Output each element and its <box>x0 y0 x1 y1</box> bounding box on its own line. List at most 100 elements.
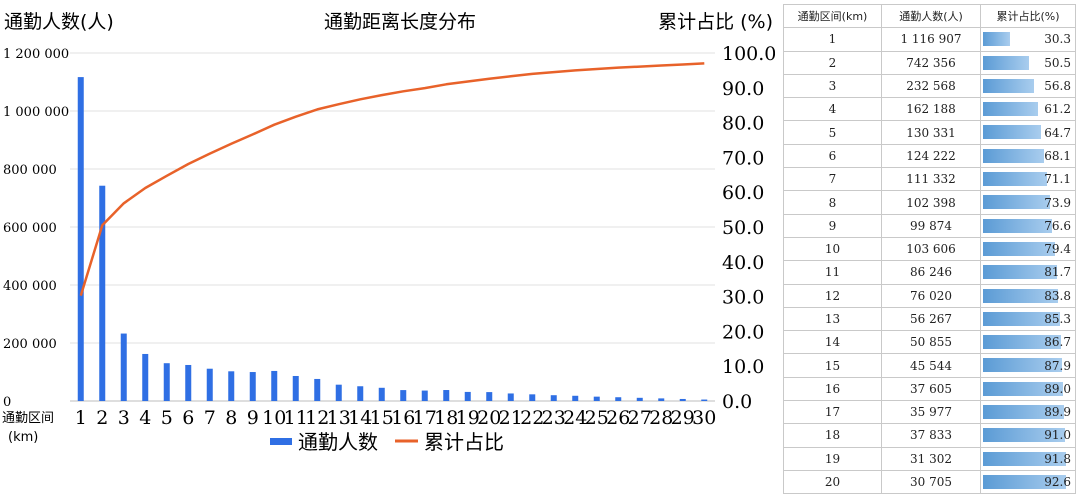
x-tick-label: 1 <box>75 407 87 429</box>
bar-8 <box>228 371 235 401</box>
bar-15 <box>378 387 385 401</box>
x-tick-label: 16 <box>391 407 415 429</box>
cumulative-value: 79.4 <box>1044 242 1071 257</box>
right-tick-label: 20.0 <box>722 321 764 343</box>
bar-5 <box>163 363 170 401</box>
x-tick-label: 27 <box>628 407 652 429</box>
bar-23 <box>550 395 557 401</box>
cell-km: 3 <box>783 73 882 99</box>
bar-18 <box>443 390 450 401</box>
bar-27 <box>636 397 643 401</box>
left-tick-label: 1 000 000 <box>3 105 69 120</box>
right-axis-title: 累计占比 (%) <box>658 11 773 33</box>
x-tick-label: 5 <box>161 407 173 429</box>
cumulative-value: 61.2 <box>1044 102 1071 117</box>
cell-count: 35 977 <box>881 400 981 425</box>
bar-16 <box>400 390 407 401</box>
table-row: 14 50 855 86.7 <box>783 330 1076 355</box>
commute-distance-chart: 通勤人数(人) 通勤距离长度分布 累计占比 (%) 0 200 000 400 00… <box>2 11 775 454</box>
cumulative-value: 64.7 <box>1044 125 1071 140</box>
x-tick-label: 8 <box>225 407 237 429</box>
cell-count: 742 356 <box>881 50 981 75</box>
cell-count: 103 606 <box>881 236 981 262</box>
cell-cumulative: 30.3 <box>980 27 1076 52</box>
right-axis-ticks: 0.0 10.0 20.0 30.0 40.0 50.0 60.0 70.0 80.0 90.0 1… <box>722 43 775 413</box>
x-tick-label: 17 <box>413 407 437 429</box>
cumulative-value: 81.7 <box>1044 265 1071 280</box>
x-tick-label: 12 <box>305 407 329 429</box>
cumulative-value: 50.5 <box>1044 55 1071 70</box>
x-tick-label: 30 <box>692 407 716 429</box>
cell-cumulative: 68.1 <box>980 143 1076 169</box>
table-row: 8 102 398 73.9 <box>783 190 1076 215</box>
x-axis-ticks: 1 2 3 4 5 6 7 8 9 1011121314151617181920212223242… <box>75 407 717 429</box>
bar-7 <box>206 368 213 401</box>
cumulative-databar <box>983 241 1055 256</box>
x-tick-label: 18 <box>434 407 458 429</box>
table-row: 5 130 331 64.7 <box>783 120 1076 145</box>
x-tick-label: 7 <box>204 407 216 429</box>
x-tick-label: 19 <box>456 407 480 429</box>
left-tick-label: 600 000 <box>3 221 57 236</box>
x-tick-label: 2 <box>96 407 108 429</box>
cumulative-value: 71.1 <box>1044 172 1071 187</box>
cell-count: 37 605 <box>881 376 981 402</box>
left-tick-label: 200 000 <box>3 337 57 352</box>
cell-count: 45 544 <box>881 353 981 378</box>
x-tick-label: 28 <box>649 407 673 429</box>
bar-25 <box>593 396 600 401</box>
table-row: 7 111 332 71.1 <box>783 167 1076 192</box>
bar-6 <box>185 364 192 401</box>
cell-km: 7 <box>783 167 882 192</box>
cell-count: 50 855 <box>881 330 981 355</box>
cumulative-databar <box>983 102 1039 117</box>
x-tick-label: 21 <box>499 407 523 429</box>
right-tick-label: 90.0 <box>722 78 764 100</box>
cell-count: 56 267 <box>881 306 981 332</box>
cell-km: 17 <box>783 400 882 425</box>
cumulative-value: 73.9 <box>1044 195 1071 210</box>
cumulative-value: 68.1 <box>1044 148 1071 163</box>
cell-km: 18 <box>783 423 882 448</box>
cell-km: 20 <box>783 469 882 494</box>
x-tick-label: 10 <box>262 407 286 429</box>
cumulative-databar <box>983 358 1063 373</box>
table-row: 9 99 874 76.6 <box>783 213 1076 238</box>
cell-km: 15 <box>783 353 882 378</box>
bar-3 <box>120 333 127 401</box>
cell-count: 86 246 <box>881 260 981 285</box>
bar-22 <box>529 394 536 401</box>
x-tick-label: 9 <box>247 407 259 429</box>
cumulative-databar <box>983 218 1052 233</box>
table-row: 2 742 356 50.5 <box>783 50 1076 75</box>
legend-bar-swatch <box>270 438 292 445</box>
x-axis-unit: (km) <box>8 430 38 445</box>
bar-series <box>77 77 708 401</box>
x-tick-label: 22 <box>520 407 544 429</box>
cumulative-databar <box>983 311 1060 326</box>
x-tick-label: 6 <box>182 407 194 429</box>
cumulative-line <box>79 62 705 296</box>
bar-11 <box>292 375 299 401</box>
cell-cumulative: 92.6 <box>980 469 1076 494</box>
legend: 通勤人数 累计占比 <box>270 430 504 454</box>
cumulative-databar <box>983 335 1061 350</box>
cell-count: 1 116 907 <box>881 27 981 52</box>
cumulative-databar <box>983 428 1065 443</box>
cell-cumulative: 89.0 <box>980 376 1076 402</box>
left-axis-title: 通勤人数(人) <box>4 11 114 33</box>
cell-cumulative: 89.9 <box>980 400 1076 425</box>
cell-km: 8 <box>783 190 882 215</box>
cell-km: 1 <box>783 27 882 52</box>
right-tick-label: 70.0 <box>722 147 764 169</box>
cell-count: 124 222 <box>881 143 981 169</box>
right-tick-label: 30.0 <box>722 287 764 309</box>
cell-km: 5 <box>783 120 882 145</box>
left-tick-label: 400 000 <box>3 279 57 294</box>
bar-19 <box>464 391 471 401</box>
cell-count: 162 188 <box>881 97 981 122</box>
header-count: 通勤人数(人) <box>881 3 981 29</box>
cell-count: 111 332 <box>881 167 981 192</box>
x-tick-label: 4 <box>139 407 151 429</box>
